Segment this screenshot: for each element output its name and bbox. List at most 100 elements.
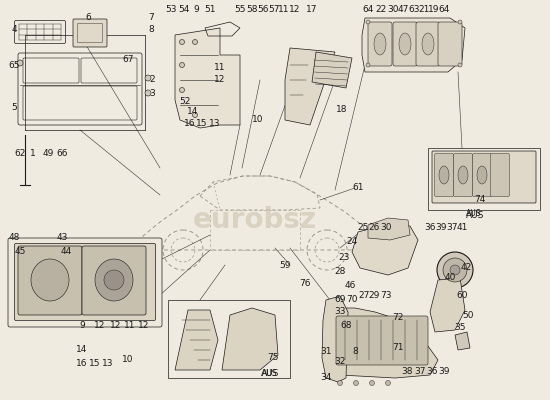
Text: 61: 61 [352, 184, 364, 192]
Text: 71: 71 [392, 344, 404, 352]
Polygon shape [455, 332, 470, 350]
FancyBboxPatch shape [73, 19, 107, 47]
Text: 35: 35 [454, 324, 466, 332]
Text: 12: 12 [111, 322, 122, 330]
Polygon shape [330, 308, 438, 378]
Text: 28: 28 [334, 268, 346, 276]
Text: 68: 68 [340, 320, 352, 330]
FancyBboxPatch shape [432, 151, 536, 203]
Text: 70: 70 [346, 294, 358, 304]
FancyBboxPatch shape [336, 316, 428, 365]
Text: 72: 72 [392, 314, 404, 322]
Circle shape [450, 265, 460, 275]
Polygon shape [312, 52, 352, 88]
Text: 12: 12 [214, 76, 225, 84]
Text: 18: 18 [336, 106, 348, 114]
Text: 52: 52 [179, 98, 191, 106]
Polygon shape [322, 296, 348, 382]
Text: 12: 12 [138, 322, 150, 330]
Circle shape [354, 380, 359, 386]
Text: 11: 11 [278, 6, 290, 14]
Text: 57: 57 [268, 6, 280, 14]
Text: 36: 36 [424, 224, 436, 232]
Text: 22: 22 [375, 6, 387, 14]
Text: 29: 29 [368, 292, 379, 300]
Ellipse shape [422, 33, 434, 55]
Text: 42: 42 [460, 264, 472, 272]
Text: 64: 64 [362, 6, 373, 14]
Text: 45: 45 [14, 248, 26, 256]
Text: AUS: AUS [466, 208, 482, 218]
Text: 12: 12 [94, 322, 106, 330]
FancyBboxPatch shape [416, 22, 440, 66]
Text: 14: 14 [76, 344, 87, 354]
Circle shape [179, 62, 184, 68]
Text: 43: 43 [56, 234, 68, 242]
FancyBboxPatch shape [393, 22, 417, 66]
Text: 30: 30 [380, 224, 392, 232]
Text: 19: 19 [428, 6, 440, 14]
Text: 10: 10 [252, 116, 264, 124]
FancyBboxPatch shape [454, 154, 472, 196]
Polygon shape [352, 224, 418, 275]
Text: 49: 49 [42, 148, 54, 158]
Text: 76: 76 [299, 278, 311, 288]
Text: 3: 3 [149, 88, 155, 98]
Text: 51: 51 [204, 6, 216, 14]
Text: 39: 39 [435, 224, 447, 232]
Text: 13: 13 [209, 120, 221, 128]
Circle shape [386, 380, 390, 386]
Circle shape [192, 40, 197, 44]
Text: eurobsz: eurobsz [193, 206, 317, 234]
Text: 48: 48 [8, 234, 20, 242]
Text: AUS: AUS [262, 370, 278, 378]
Text: 5: 5 [11, 104, 17, 112]
Text: 75: 75 [267, 354, 279, 362]
Text: 11: 11 [124, 322, 136, 330]
FancyBboxPatch shape [168, 300, 290, 378]
FancyBboxPatch shape [8, 238, 162, 327]
FancyBboxPatch shape [434, 154, 454, 196]
Circle shape [17, 60, 23, 66]
Circle shape [338, 380, 343, 386]
Text: 15: 15 [89, 360, 101, 368]
Polygon shape [175, 310, 218, 370]
Text: 16: 16 [76, 360, 88, 368]
Text: AUS: AUS [466, 210, 484, 220]
Polygon shape [362, 18, 465, 72]
Text: 60: 60 [456, 290, 468, 300]
Text: AUS: AUS [261, 370, 279, 378]
Text: 16: 16 [184, 120, 196, 128]
Ellipse shape [95, 259, 133, 301]
Text: 37: 37 [414, 366, 426, 376]
Text: 14: 14 [188, 108, 199, 116]
Text: 46: 46 [344, 280, 356, 290]
FancyBboxPatch shape [472, 154, 492, 196]
Text: 7: 7 [148, 12, 154, 22]
Text: 21: 21 [419, 6, 430, 14]
Text: 55: 55 [234, 6, 246, 14]
Ellipse shape [31, 259, 69, 301]
Text: 50: 50 [462, 310, 474, 320]
Circle shape [443, 258, 467, 282]
Text: 64: 64 [438, 6, 450, 14]
Text: 31: 31 [320, 348, 332, 356]
Circle shape [179, 88, 184, 92]
Text: 10: 10 [122, 356, 134, 364]
Polygon shape [285, 48, 335, 125]
Text: 44: 44 [60, 248, 72, 256]
Text: 62: 62 [14, 148, 26, 158]
Text: 59: 59 [279, 260, 291, 270]
Text: 38: 38 [402, 366, 412, 376]
FancyBboxPatch shape [428, 148, 540, 210]
Text: 73: 73 [380, 292, 392, 300]
Ellipse shape [374, 33, 386, 55]
Text: 39: 39 [438, 366, 450, 376]
Text: 34: 34 [320, 374, 332, 382]
Text: 65: 65 [8, 60, 20, 70]
Circle shape [366, 20, 370, 24]
Circle shape [145, 75, 151, 81]
Circle shape [437, 252, 473, 288]
Circle shape [458, 63, 462, 67]
Circle shape [179, 40, 184, 44]
